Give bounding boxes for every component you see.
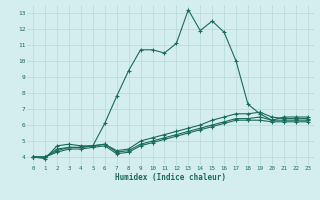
X-axis label: Humidex (Indice chaleur): Humidex (Indice chaleur) [115, 173, 226, 182]
